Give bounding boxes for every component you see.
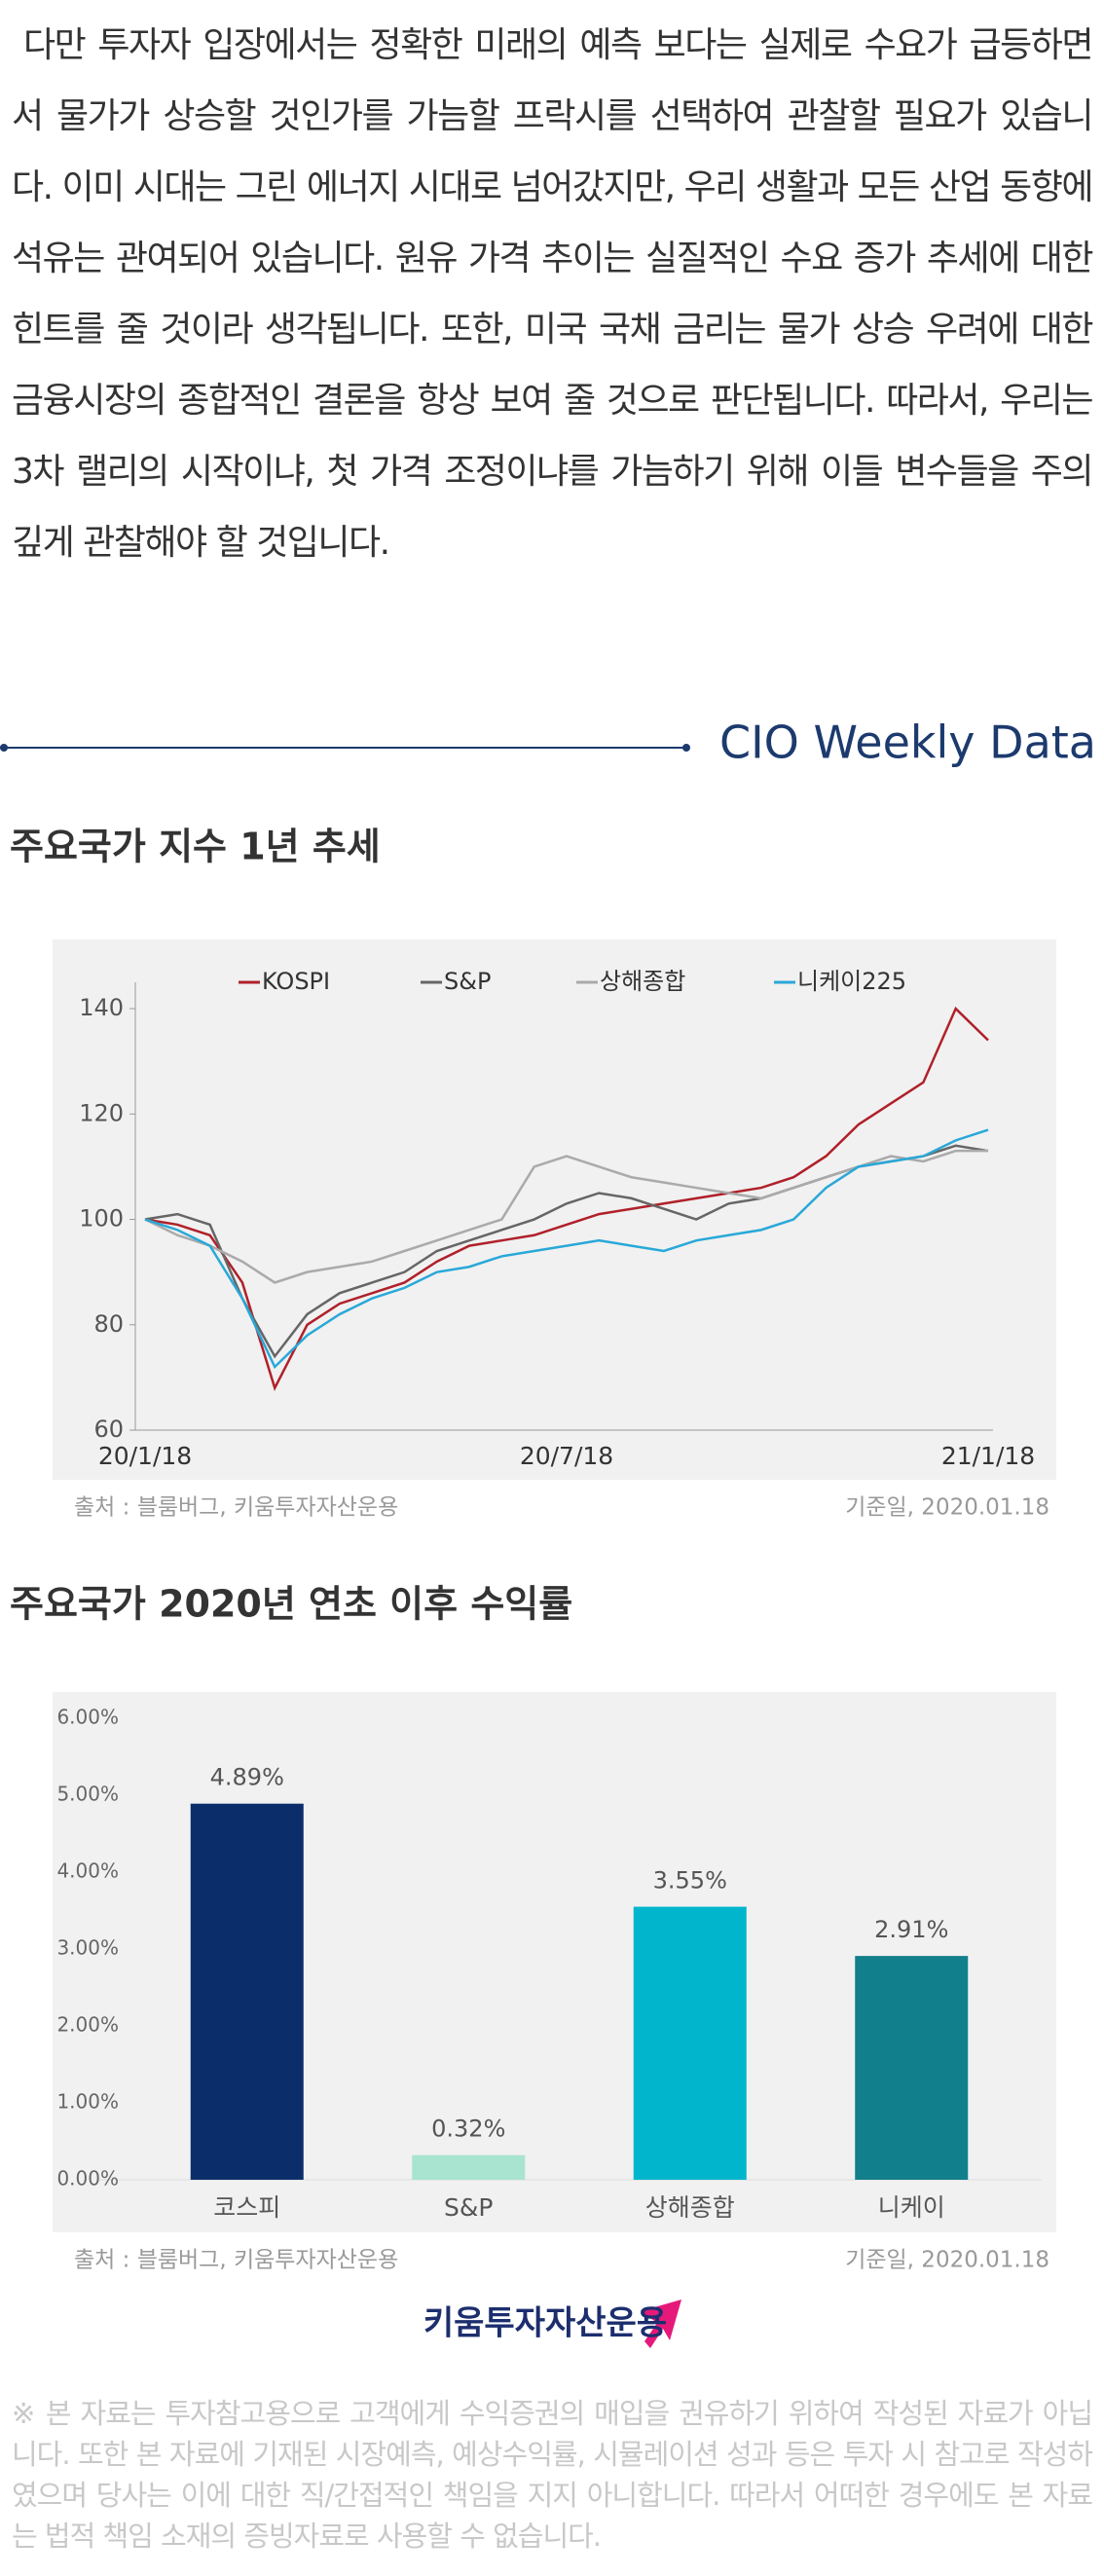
y-tick-label: 3.00% xyxy=(56,1936,119,1960)
x-tick-label: 20/7/18 xyxy=(520,1442,613,1470)
bar xyxy=(633,1906,747,2180)
paragraph: 다만 투자자 입장에서는 정확한 미래의 예측 보다는 실제로 수요가 급등하면… xyxy=(12,25,1094,563)
x-tick-label: 21/1/18 xyxy=(941,1442,1035,1470)
x-tick-label: 니케이 xyxy=(878,2193,945,2222)
y-tick-label: 120 xyxy=(79,1099,124,1126)
y-tick-label: 0.00% xyxy=(56,2167,119,2190)
value-label: 3.55% xyxy=(653,1867,727,1895)
section-label: CIO Weekly Data xyxy=(719,717,1096,769)
value-label: 4.89% xyxy=(210,1764,284,1791)
date: 기준일, 2020.01.18 xyxy=(845,1495,1049,1521)
chart-title: 주요국가 2020년 연초 이후 수익률 xyxy=(10,1583,572,1626)
y-tick-label: 2.00% xyxy=(56,2013,119,2037)
y-tick-label: 80 xyxy=(93,1310,124,1338)
divider-dot xyxy=(0,744,8,752)
y-tick-label: 4.00% xyxy=(56,1859,119,1883)
disclaimer: ※ 본 자료는 투자참고용으로 고객에게 수익증권의 매입을 권유하기 위하여 … xyxy=(12,2397,1093,2553)
series-line xyxy=(144,1128,989,1370)
source: 출처 : 블룸버그, 키움투자자산운용 xyxy=(74,1495,398,1521)
date: 기준일, 2020.01.18 xyxy=(845,2248,1049,2273)
logo: 키움투자자산운용 xyxy=(423,2304,667,2343)
x-tick-label: 코스피 xyxy=(213,2193,280,2222)
legend-label: KOSPI xyxy=(262,968,330,995)
y-tick-label: 6.00% xyxy=(56,1706,119,1729)
y-tick-label: 60 xyxy=(93,1416,124,1443)
value-label: 2.91% xyxy=(874,1916,948,1943)
y-tick-label: 100 xyxy=(79,1205,124,1233)
x-tick-label: 20/1/18 xyxy=(98,1442,192,1470)
charts: CIO Weekly Data 키움투자자산운용 주요국가 지수 1년 추세출처… xyxy=(0,717,1096,2348)
bar xyxy=(855,1956,969,2180)
value-label: 0.32% xyxy=(431,2116,505,2143)
x-tick-label: S&P xyxy=(444,2193,493,2222)
bar xyxy=(190,1803,304,2180)
legend-label: S&P xyxy=(444,968,491,995)
bar xyxy=(412,2154,526,2180)
legend-label: 상해종합 xyxy=(600,968,685,995)
y-tick-label: 1.00% xyxy=(56,2090,119,2114)
divider-dot xyxy=(682,744,690,752)
logo-arrow xyxy=(641,2300,681,2348)
series-line xyxy=(144,1149,988,1284)
x-tick-label: 상해종합 xyxy=(645,2193,735,2222)
y-tick-label: 5.00% xyxy=(56,1783,119,1806)
chart-title: 주요국가 지수 1년 추세 xyxy=(10,826,381,868)
source: 출처 : 블룸버그, 키움투자자산운용 xyxy=(74,2248,398,2273)
series-line xyxy=(144,1006,989,1392)
y-tick-label: 140 xyxy=(79,994,124,1021)
legend-label: 니케이225 xyxy=(797,968,906,995)
